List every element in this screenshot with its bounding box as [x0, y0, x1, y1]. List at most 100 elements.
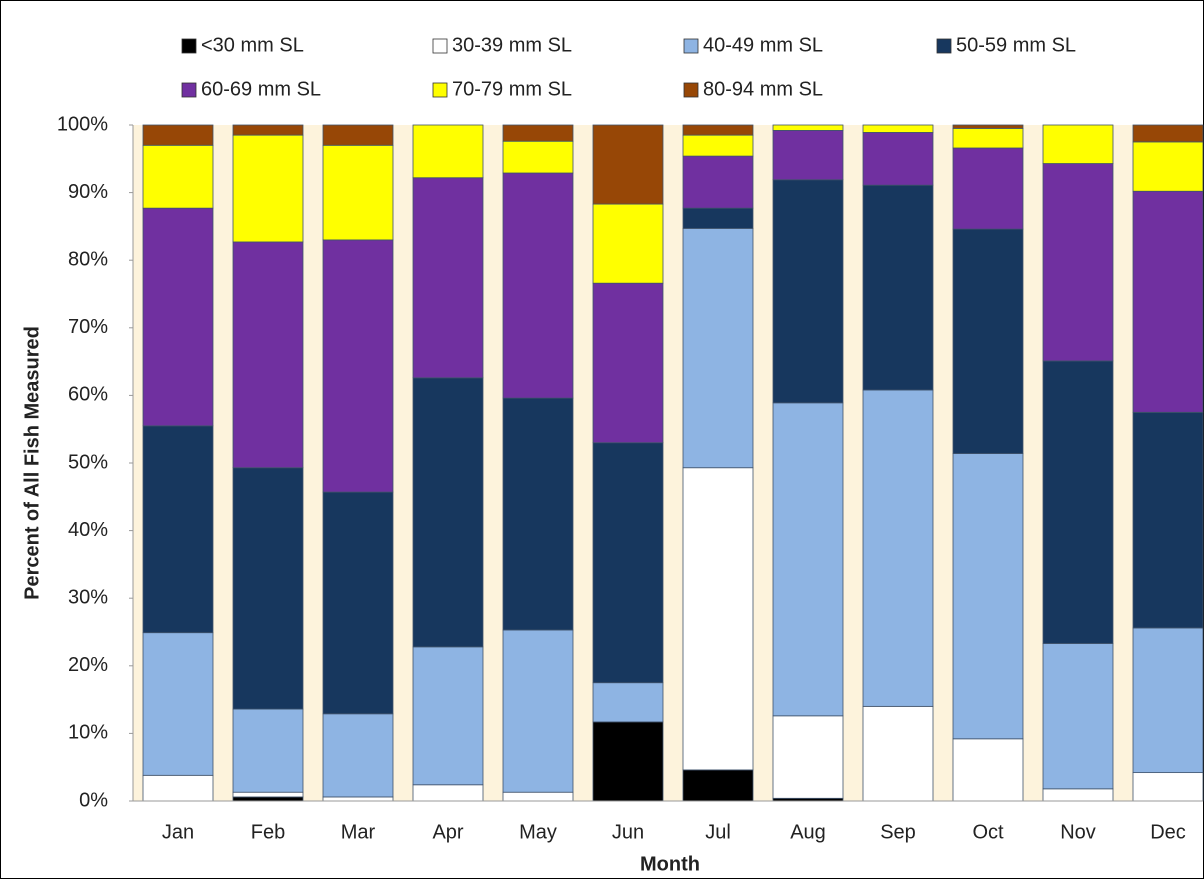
bar-segment	[772, 715, 844, 799]
bar-segment	[592, 203, 664, 284]
legend-swatch	[432, 82, 448, 98]
x-tick-label: Apr	[432, 821, 463, 843]
y-tick-label: 90%	[68, 181, 108, 203]
legend-swatch	[181, 38, 197, 54]
x-tick-label: Nov	[1060, 821, 1096, 843]
legend-label: 30-39 mm SL	[452, 34, 572, 56]
bar-segment	[232, 124, 304, 136]
x-tick-label: Jul	[705, 821, 731, 843]
bar-segment	[322, 713, 394, 798]
bar-segment	[142, 207, 214, 427]
legend-label: 60-69 mm SL	[201, 78, 321, 100]
bar-segment	[142, 425, 214, 634]
bar-segment	[682, 155, 754, 209]
bar-segment	[1042, 124, 1114, 164]
bar-segment	[952, 453, 1024, 740]
y-tick-label: 20%	[68, 654, 108, 676]
bar-segment	[772, 179, 844, 404]
bar-segment	[682, 467, 754, 771]
legend-swatch	[683, 38, 699, 54]
bar-segment	[232, 796, 304, 802]
bar-segment	[142, 124, 214, 146]
bar-segment	[412, 784, 484, 802]
x-tick-label: Jun	[612, 821, 644, 843]
bar-segment	[232, 134, 304, 243]
bar-segment	[1132, 411, 1204, 629]
bar-segment	[952, 738, 1024, 802]
bar-segment	[952, 127, 1024, 149]
bar-segment	[322, 124, 394, 146]
y-tick-label: 60%	[68, 384, 108, 406]
legend-label: 70-79 mm SL	[452, 78, 572, 100]
legend-label: 80-94 mm SL	[703, 78, 823, 100]
bar-segment	[412, 646, 484, 786]
y-tick-label: 80%	[68, 248, 108, 270]
bar-segment	[1042, 788, 1114, 802]
bar-segment	[412, 124, 484, 179]
y-tick-label: 40%	[68, 519, 108, 541]
y-tick-label: 70%	[68, 316, 108, 338]
bar-segment	[682, 134, 754, 157]
bar-segment	[592, 682, 664, 723]
bar-segment	[232, 708, 304, 793]
bar-segment	[502, 791, 574, 802]
bar-segment	[862, 705, 934, 802]
bar-segment	[412, 177, 484, 379]
bar-segment	[592, 442, 664, 684]
bar-segment	[1042, 643, 1114, 790]
legend-swatch	[936, 38, 952, 54]
y-tick-label: 100%	[57, 113, 108, 135]
bar-segment	[952, 228, 1024, 454]
bar-segment	[322, 239, 394, 493]
bar-segment	[322, 491, 394, 715]
x-tick-label: Dec	[1150, 821, 1186, 843]
bar-segment	[1042, 163, 1114, 362]
legend-swatch	[683, 82, 699, 98]
y-tick-label: 50%	[68, 451, 108, 473]
bar-segment	[772, 130, 844, 181]
y-axis-title: Percent of All Fish Measured	[21, 326, 43, 600]
legend-label: 50-59 mm SL	[956, 34, 1076, 56]
x-tick-label: Sep	[880, 821, 916, 843]
bar-segment	[1042, 360, 1114, 644]
bar-segment	[1132, 124, 1204, 143]
bar-segment	[1132, 627, 1204, 774]
bar-segment	[232, 467, 304, 710]
bar-segment	[682, 124, 754, 136]
bar-segment	[502, 172, 574, 399]
bar-segment	[502, 124, 574, 142]
bar-segment	[862, 184, 934, 391]
bar-segment	[772, 124, 844, 131]
bar-segment	[1132, 772, 1204, 802]
bar-segment	[1132, 190, 1204, 413]
x-tick-label: Mar	[341, 821, 376, 843]
bar-segment	[592, 721, 664, 802]
bar-segment	[952, 147, 1024, 230]
bar-segment	[502, 397, 574, 631]
x-tick-label: Feb	[251, 821, 285, 843]
x-axis-title: Month	[640, 853, 700, 875]
bar-segment	[772, 402, 844, 717]
y-tick-label: 0%	[79, 789, 108, 811]
bar-segment	[682, 228, 754, 469]
bar-segment	[232, 791, 304, 798]
bar-segment	[412, 377, 484, 648]
x-tick-label: Jan	[162, 821, 194, 843]
bar-segment	[592, 282, 664, 444]
x-tick-label: Aug	[790, 821, 826, 843]
bar-segment	[862, 389, 934, 707]
bar-segment	[682, 769, 754, 802]
x-tick-label: May	[519, 821, 557, 843]
plot-background	[133, 125, 1203, 801]
bar-segment	[862, 132, 934, 186]
bar-segment	[952, 124, 1024, 129]
legend-swatch	[432, 38, 448, 54]
bar-segment	[502, 140, 574, 174]
bar-segment	[862, 124, 934, 133]
x-tick-label: Oct	[972, 821, 1004, 843]
bar-segment	[232, 241, 304, 469]
bar-segment	[142, 632, 214, 776]
bar-segment	[682, 207, 754, 229]
